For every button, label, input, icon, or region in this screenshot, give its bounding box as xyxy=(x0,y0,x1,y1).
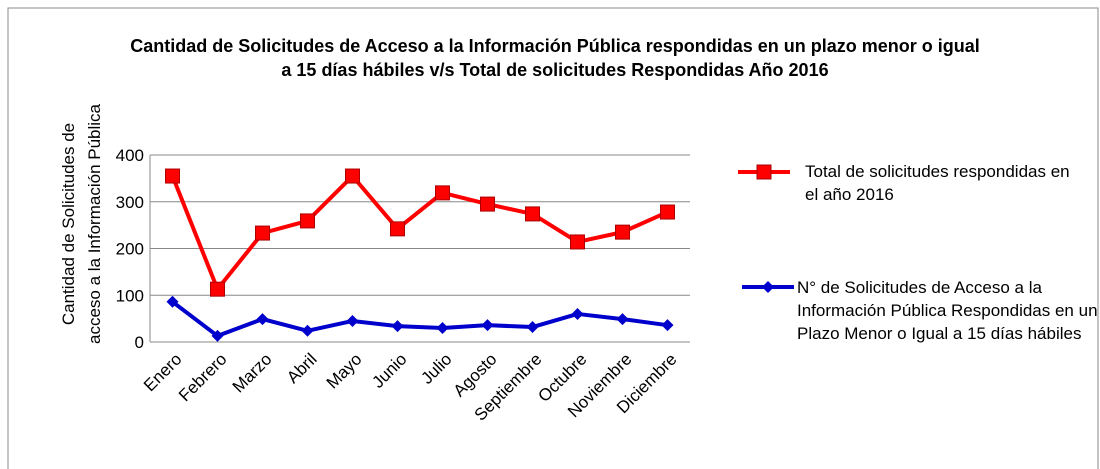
data-point xyxy=(615,224,630,240)
data-point xyxy=(661,319,674,332)
data-point xyxy=(345,168,360,184)
legend-label: Total de solicitudes respondidas en el a… xyxy=(805,162,1070,204)
data-point xyxy=(210,281,225,297)
data-point xyxy=(300,213,315,229)
data-point xyxy=(346,314,359,327)
y-axis-label: Cantidad de Solicitudes de acceso a la I… xyxy=(59,103,104,345)
data-point xyxy=(391,320,404,333)
data-point xyxy=(211,329,224,342)
data-point xyxy=(165,168,180,184)
y-tick-label: 100 xyxy=(116,286,144,305)
data-point xyxy=(390,221,405,237)
data-point xyxy=(256,313,269,326)
legend-marker xyxy=(756,164,772,180)
x-tick-label: Abril xyxy=(283,350,320,387)
legend-label: N° de Solicitudes de Acceso a la Informa… xyxy=(797,278,1098,343)
x-tick-label: Junio xyxy=(368,350,410,392)
data-point xyxy=(616,313,629,326)
legend-marker xyxy=(762,281,774,293)
x-tick-label: Mayo xyxy=(323,350,366,393)
x-tick-label: Julio xyxy=(417,350,455,388)
data-point xyxy=(525,206,540,222)
chart-border xyxy=(7,7,1099,469)
y-tick-label: 300 xyxy=(116,193,144,212)
y-tick-label: 400 xyxy=(116,146,144,165)
data-point xyxy=(570,234,585,250)
data-point xyxy=(301,324,314,337)
data-point xyxy=(660,204,675,220)
series-line xyxy=(171,300,668,338)
data-point xyxy=(481,319,494,332)
y-tick-label: 0 xyxy=(135,333,144,352)
data-point xyxy=(526,321,539,334)
data-point xyxy=(166,295,179,308)
data-point xyxy=(571,307,584,320)
series-line xyxy=(170,174,669,292)
x-tick-label: Marzo xyxy=(229,350,276,397)
data-point xyxy=(480,196,495,212)
data-point xyxy=(436,321,449,334)
data-point xyxy=(435,185,450,201)
data-point xyxy=(255,225,270,241)
x-tick-label: Febrero xyxy=(175,350,231,406)
y-tick-label: 200 xyxy=(116,240,144,259)
chart-title: Cantidad de Solicitudes de Acceso a la I… xyxy=(130,36,980,80)
